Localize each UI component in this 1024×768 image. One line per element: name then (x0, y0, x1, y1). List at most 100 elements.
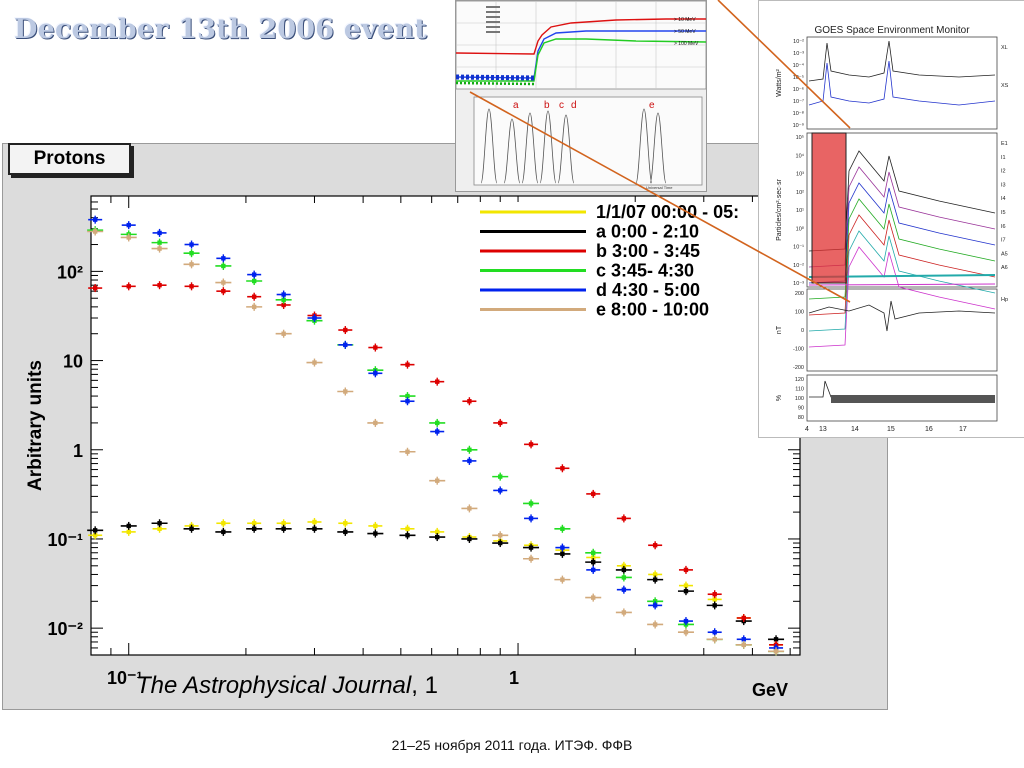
data-point (251, 526, 257, 531)
data-point (683, 618, 689, 624)
data-point (281, 331, 286, 336)
goes-series-label: XL (1001, 45, 1008, 51)
citation-tail: , 1 (411, 672, 438, 699)
data-point (157, 246, 162, 251)
energy-label-100: > 100 MeV (674, 41, 699, 47)
data-point (312, 360, 317, 365)
data-point (157, 521, 162, 526)
y-tick-label: 10 (63, 352, 83, 372)
data-point (126, 222, 131, 228)
data-point (92, 533, 98, 538)
timeline-inset-svg: > 10 MeV > 50 MeV > 100 MeV a b c d e Un… (456, 1, 706, 191)
data-point (251, 294, 257, 299)
data-point (405, 393, 410, 399)
goes-tick-label: 100 (795, 396, 804, 402)
data-point (251, 278, 257, 284)
interval-label-a: a (513, 100, 519, 111)
slide-footer: 21–25 ноября 2011 года. ИТЭФ. ФФВ (391, 737, 633, 753)
data-point (591, 550, 596, 555)
data-point (343, 521, 348, 526)
data-point (621, 563, 627, 569)
data-point (405, 399, 410, 404)
data-point (683, 567, 689, 573)
goes-tick-label: 10¹ (796, 208, 804, 214)
data-point (498, 540, 503, 546)
goes-series-label: I3 (1001, 182, 1006, 188)
data-point (435, 534, 440, 540)
data-point (221, 529, 226, 535)
data-point (560, 526, 565, 531)
goes-series-label: XS (1001, 83, 1009, 89)
data-point (621, 587, 627, 592)
goes-panel-frame (806, 288, 998, 372)
data-point (405, 362, 410, 367)
data-point (373, 420, 378, 426)
goes-x-tick: 17 (959, 426, 967, 433)
goes-x-tick: 4 (805, 426, 809, 433)
data-point (528, 501, 534, 506)
data-point (773, 637, 779, 642)
data-point (343, 389, 348, 394)
data-point (498, 474, 503, 479)
data-point (652, 577, 658, 582)
goes-series-label: I6 (1001, 224, 1006, 230)
data-point (712, 597, 717, 602)
goes-tick-label: -100 (793, 347, 804, 353)
data-point (591, 559, 596, 565)
data-point (683, 588, 689, 594)
legend-entry: 1/1/07 00:00 - 05: (596, 202, 739, 222)
goes-x-tick: 13 (819, 426, 827, 433)
goes-panels-svg: 10⁻² 10⁻³ 10⁻⁴ 10⁻⁵ 10⁻⁶ 10⁻⁷ 10⁻⁸ 10⁻⁹ Watts/m²… (776, 36, 1009, 433)
data-point (467, 447, 472, 452)
goes-tick-label: 10⁻⁹ (793, 122, 804, 129)
data-point (467, 506, 472, 511)
data-point (221, 521, 226, 526)
data-point (621, 610, 627, 615)
data-point (435, 529, 440, 535)
goes-series-label: A5 (1001, 251, 1008, 257)
data-point (126, 529, 131, 535)
goes-tick-label: 10⁻² (793, 263, 804, 269)
data-point (189, 262, 194, 267)
goes-panel-ylabel: nT (776, 325, 783, 334)
data-point (312, 526, 317, 531)
interval-label-e: e (649, 100, 655, 111)
goes-tick-label: 10⁵ (796, 134, 804, 141)
data-point (560, 577, 565, 582)
data-point (435, 429, 440, 434)
x-tick-label: 1 (509, 668, 519, 688)
data-point (741, 615, 746, 621)
main-plot-panel: 10⁻² 10⁻¹ 1 10 10² 10⁻¹ 1 Arbitrary units GeV 1/1… (2, 143, 888, 710)
data-point (591, 567, 596, 573)
proton-flux-timeline-inset: > 10 MeV > 50 MeV > 100 MeV a b c d e Un… (455, 0, 707, 192)
goes-tick-label: 10⁻⁷ (793, 98, 804, 105)
data-point (652, 603, 658, 608)
data-point (281, 521, 286, 526)
goes-series-label: I2 (1001, 169, 1006, 175)
goes-tick-label: 10⁻¹ (793, 245, 804, 251)
data-point (741, 642, 746, 648)
data-point (528, 556, 534, 561)
data-point (405, 526, 410, 531)
goes-tick-label: -200 (793, 365, 804, 371)
data-point (189, 250, 194, 256)
y-tick-label: 10⁻² (47, 619, 83, 639)
data-point (405, 449, 410, 454)
goes-series-label: I5 (1001, 210, 1006, 216)
slide-title: December 13th 2006 event (14, 14, 428, 45)
y-tick-label: 10⁻¹ (47, 530, 83, 550)
goes-x-tick: 16 (925, 426, 933, 433)
goes-series-label: Hp (1001, 297, 1008, 303)
data-point (621, 567, 627, 573)
goes-x-tick: 14 (851, 426, 859, 433)
data-point (683, 583, 689, 588)
goes-tick-label: 120 (795, 377, 804, 383)
data-point (591, 555, 596, 560)
data-point (312, 519, 317, 525)
goes-tick-label: 100 (795, 310, 804, 316)
data-point (157, 526, 162, 531)
data-point (652, 543, 658, 548)
goes-magnetometer-trace (808, 300, 996, 332)
data-point (281, 526, 286, 531)
y-tick-label: 1 (73, 441, 83, 461)
